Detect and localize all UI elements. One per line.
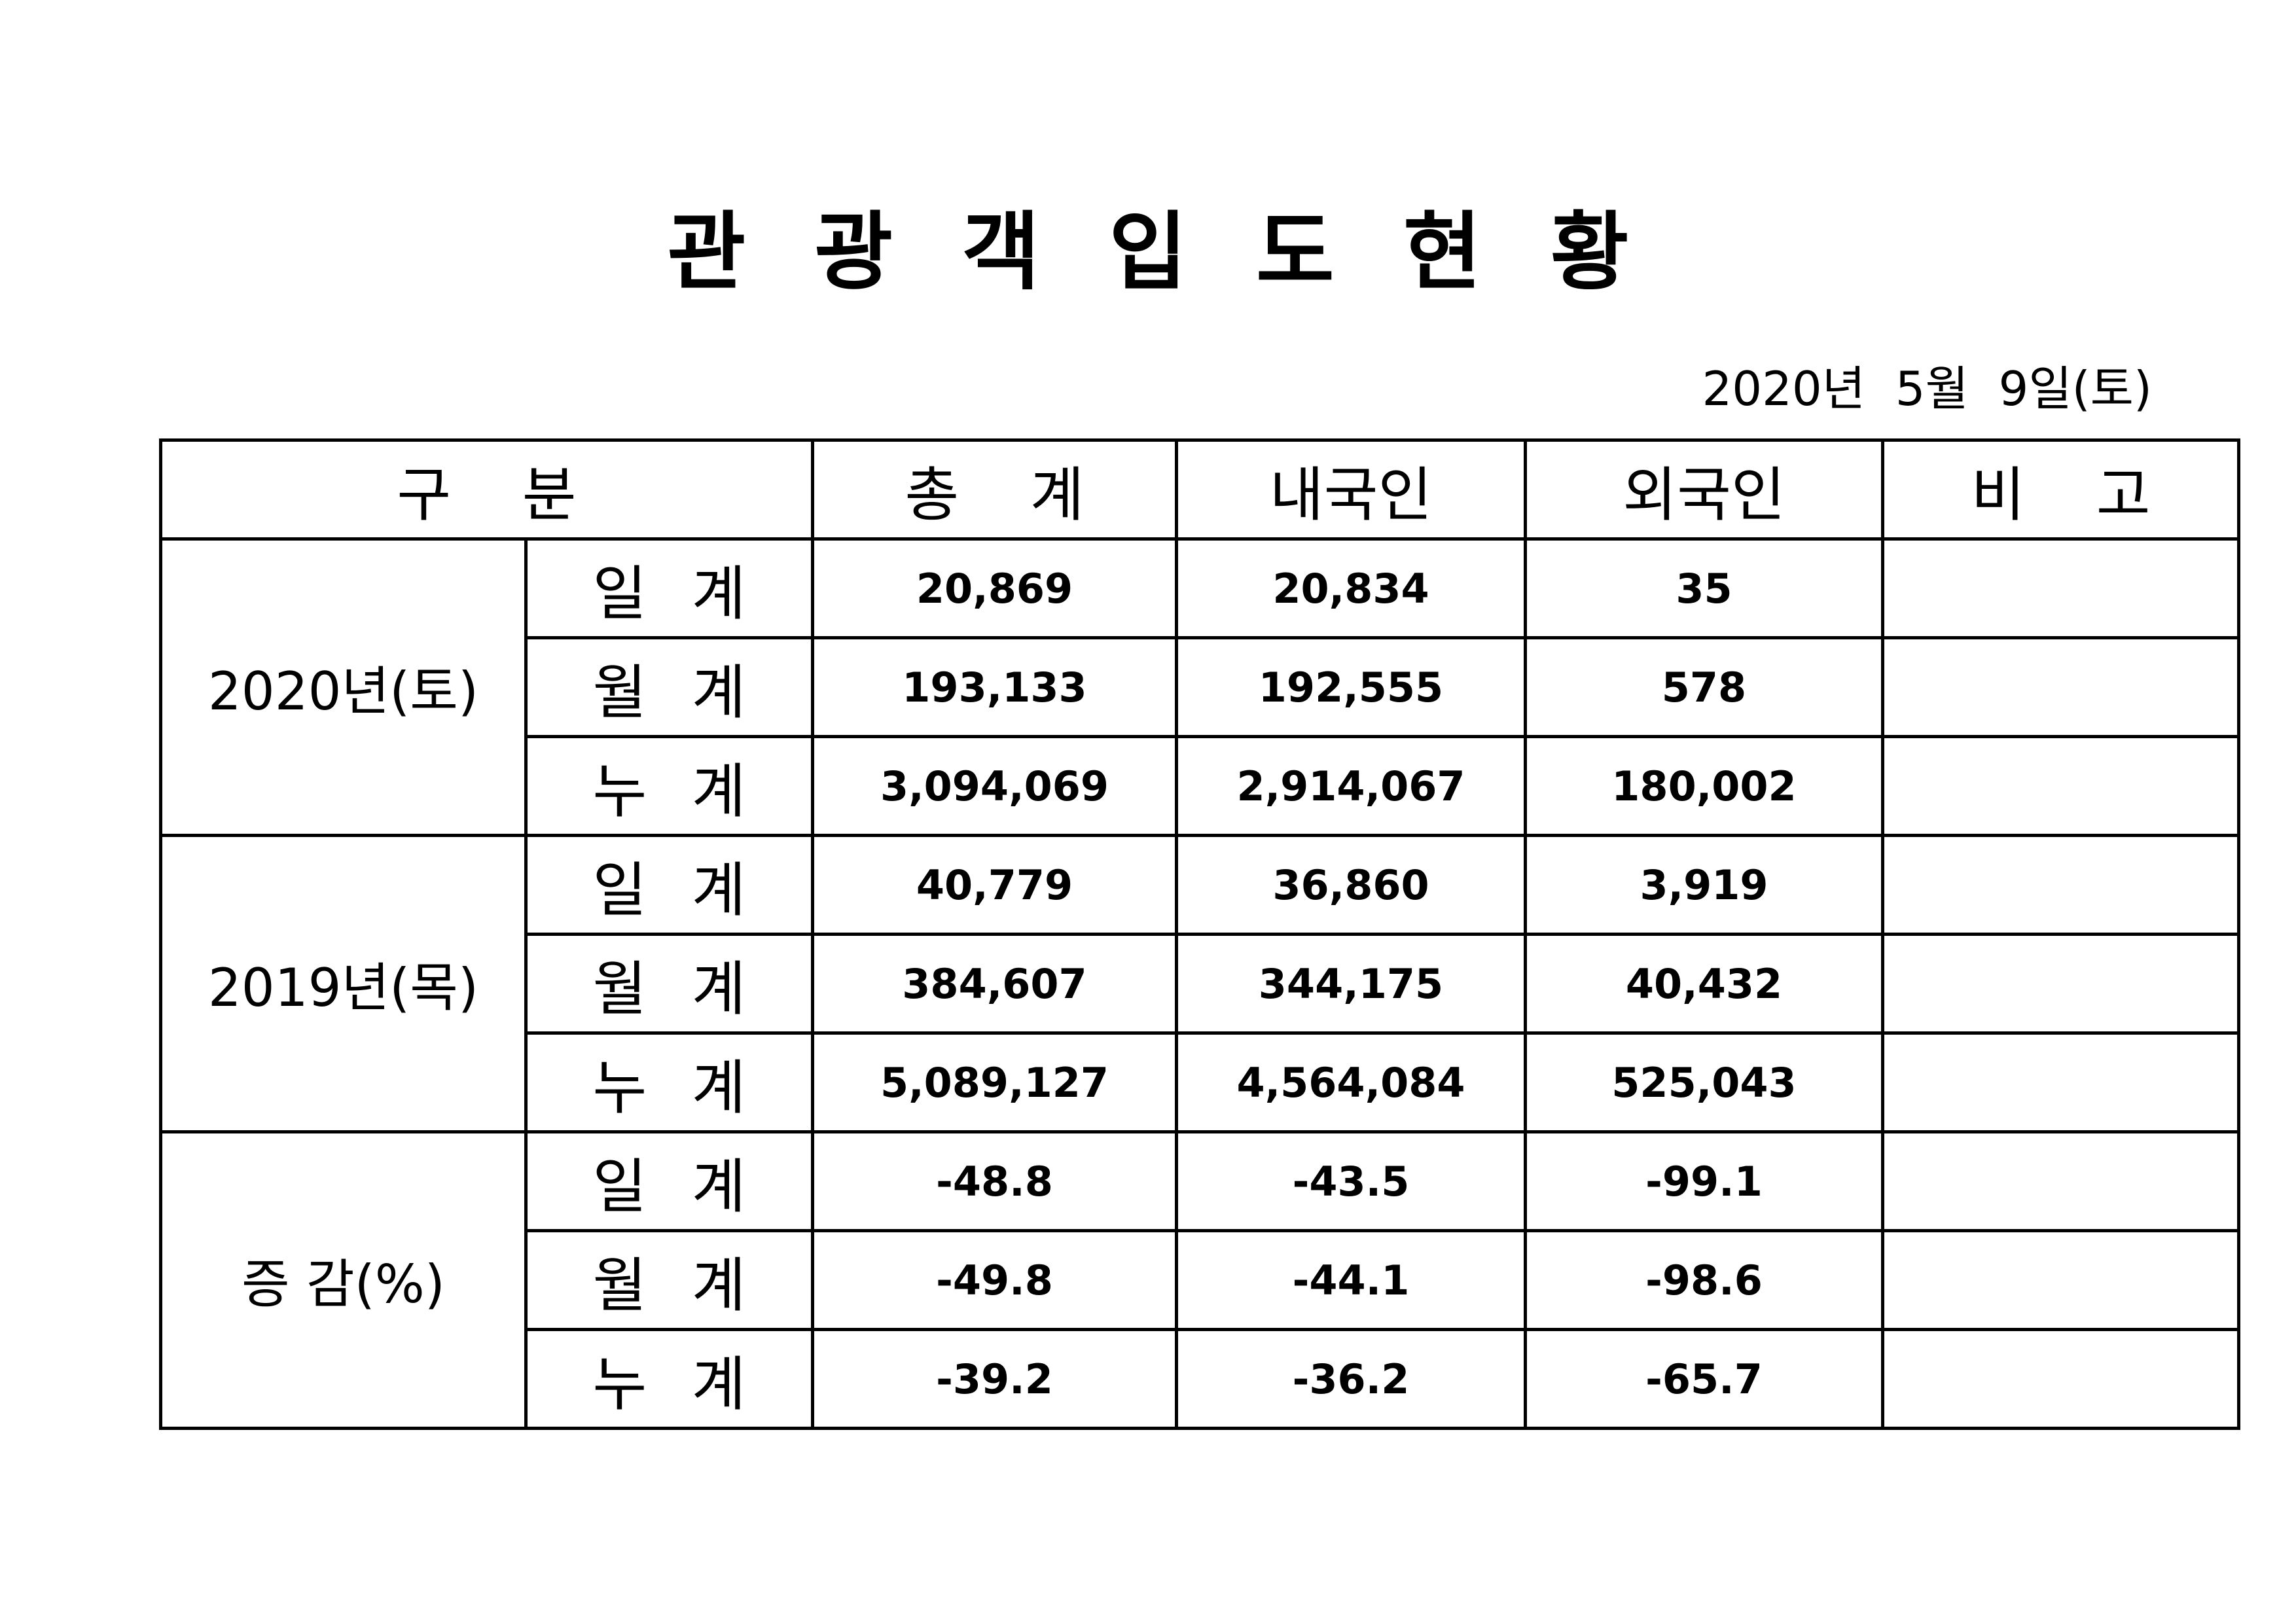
value-cell: 20,869 <box>811 537 1178 639</box>
remark-cell <box>1881 537 2240 639</box>
value-cell: 3,919 <box>1524 834 1884 936</box>
value-cell: 193,133 <box>811 636 1178 738</box>
row-label: 누 계 <box>524 735 814 837</box>
row-label: 일 계 <box>524 834 814 936</box>
value-cell: 5,089,127 <box>811 1031 1178 1133</box>
value-cell: -39.2 <box>811 1328 1178 1430</box>
row-label: 월 계 <box>524 636 814 738</box>
row: 2019년(목) 일 계 40,779 36,860 3,919 <box>159 834 2240 1133</box>
header-cell: 구 분 <box>159 438 814 541</box>
value-cell: 40,432 <box>1524 933 1884 1035</box>
header-cell: 외국인 <box>1524 438 1884 541</box>
value-cell: 344,175 <box>1175 933 1527 1035</box>
value-cell: -44.1 <box>1175 1229 1527 1331</box>
row: 월 계 384,607 344,175 40,432 <box>161 933 2240 1035</box>
row-label: 누 계 <box>524 1328 814 1430</box>
remark-cell <box>1881 1031 2240 1133</box>
value-cell: 192,555 <box>1175 636 1527 738</box>
value-cell: -43.5 <box>1175 1130 1527 1232</box>
date: 2020년 5월 9일(토) <box>1702 361 2152 416</box>
remark-cell <box>1881 1229 2240 1331</box>
group-label: 2020년(토) <box>159 537 528 837</box>
value-cell: 525,043 <box>1524 1031 1884 1133</box>
remark-cell <box>1881 1328 2240 1430</box>
group-label: 증 감(%) <box>159 1130 528 1430</box>
row: 누 계 -39.2 -36.2 -65.7 <box>161 1328 2240 1430</box>
value-cell: -48.8 <box>811 1130 1178 1232</box>
remark-cell <box>1881 636 2240 738</box>
value-cell: 40,779 <box>811 834 1178 936</box>
value-cell: 2,914,067 <box>1175 735 1527 837</box>
remark-cell <box>1881 735 2240 837</box>
value-cell: -49.8 <box>811 1229 1178 1331</box>
row-label: 월 계 <box>524 933 814 1035</box>
value-cell: 578 <box>1524 636 1884 738</box>
remark-cell <box>1881 834 2240 936</box>
remark-cell <box>1881 933 2240 1035</box>
header-cell: 총 계 <box>811 438 1178 541</box>
row-label: 누 계 <box>524 1031 814 1133</box>
value-cell: 180,002 <box>1524 735 1884 837</box>
row: 월 계 193,133 192,555 578 <box>161 636 2240 738</box>
value-cell: 35 <box>1524 537 1884 639</box>
row: 누 계 5,089,127 4,564,084 525,043 <box>161 1031 2240 1133</box>
row: 월 계 -49.8 -44.1 -98.6 <box>161 1229 2240 1331</box>
value-cell: -65.7 <box>1524 1328 1884 1430</box>
row-label: 일 계 <box>524 1130 814 1232</box>
row: 증 감(%) 일 계 -48.8 -43.5 -99.1 <box>159 1130 2240 1430</box>
header-cell: 내국인 <box>1175 438 1527 541</box>
value-cell: -36.2 <box>1175 1328 1527 1430</box>
title: 관 광 객 입 도 현 황 <box>667 202 1629 302</box>
row-label: 일 계 <box>524 537 814 639</box>
value-cell: 4,564,084 <box>1175 1031 1527 1133</box>
group-label: 2019년(목) <box>159 834 528 1133</box>
value-cell: -98.6 <box>1524 1229 1884 1331</box>
header-cell: 비 고 <box>1881 438 2240 541</box>
value-cell: 36,860 <box>1175 834 1527 936</box>
row-label: 월 계 <box>524 1229 814 1331</box>
remark-cell <box>1881 1130 2240 1232</box>
value-cell: 384,607 <box>811 933 1178 1035</box>
row: 누 계 3,094,069 2,914,067 180,002 <box>161 735 2240 837</box>
value-cell: -99.1 <box>1524 1130 1884 1232</box>
value-cell: 3,094,069 <box>811 735 1178 837</box>
row: 2020년(토) 일 계 20,869 20,834 35 <box>159 537 2240 837</box>
value-cell: 20,834 <box>1175 537 1527 639</box>
